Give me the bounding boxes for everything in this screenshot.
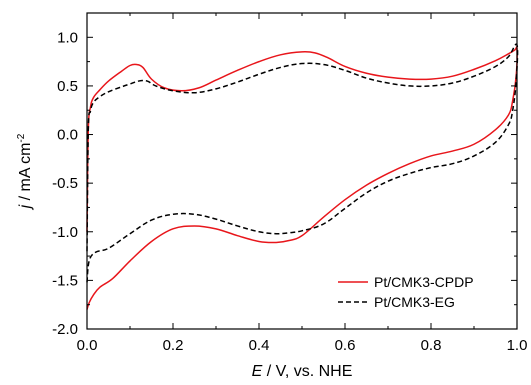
axis-tick-labels: 0.0 0.2 0.4 0.6 0.8 1.0 1.0 0.5 0.0 -0.5 -1.0 -1.5 -… [52,29,527,354]
legend-label-pt-cmk3-eg: Pt/CMK3-EG [374,294,455,310]
data-curves [86,43,519,310]
y-axis-title-exponent: -2 [16,133,27,142]
y-axis-title: j / mA cm-2 [16,133,34,210]
y-tick-label: -2.0 [52,321,78,338]
x-axis-title: E / V, vs. NHE [252,363,353,380]
x-tick-label: 0.0 [77,337,98,354]
y-tick-label: 0.5 [57,78,78,95]
y-axis-title-unit: / mA cm [17,143,34,205]
axis-ticks [86,12,518,330]
y-tick-label: -0.5 [52,175,78,192]
legend-label-pt-cmk3-cpdp: Pt/CMK3-CPDP [374,274,474,290]
chart-legend: Pt/CMK3-CPDP Pt/CMK3-EG [338,274,474,310]
y-tick-label: 0.0 [57,127,78,144]
series-line-pt-cmk3-cpdp [86,46,518,310]
x-axis-title-unit: / V, vs. NHE [262,363,352,380]
x-tick-label: 0.4 [249,337,270,354]
y-tick-label: -1.5 [52,272,78,289]
y-tick-label: -1.0 [52,224,78,241]
x-tick-label: 0.2 [163,337,184,354]
series-line-pt-cmk3-eg [86,43,519,283]
x-tick-label: 1.0 [507,337,528,354]
x-axis-title-symbol: E [252,363,263,380]
x-tick-label: 0.6 [335,337,356,354]
x-tick-label: 0.8 [421,337,442,354]
y-axis-title-symbol: j [17,204,34,210]
y-tick-label: 1.0 [57,29,78,46]
